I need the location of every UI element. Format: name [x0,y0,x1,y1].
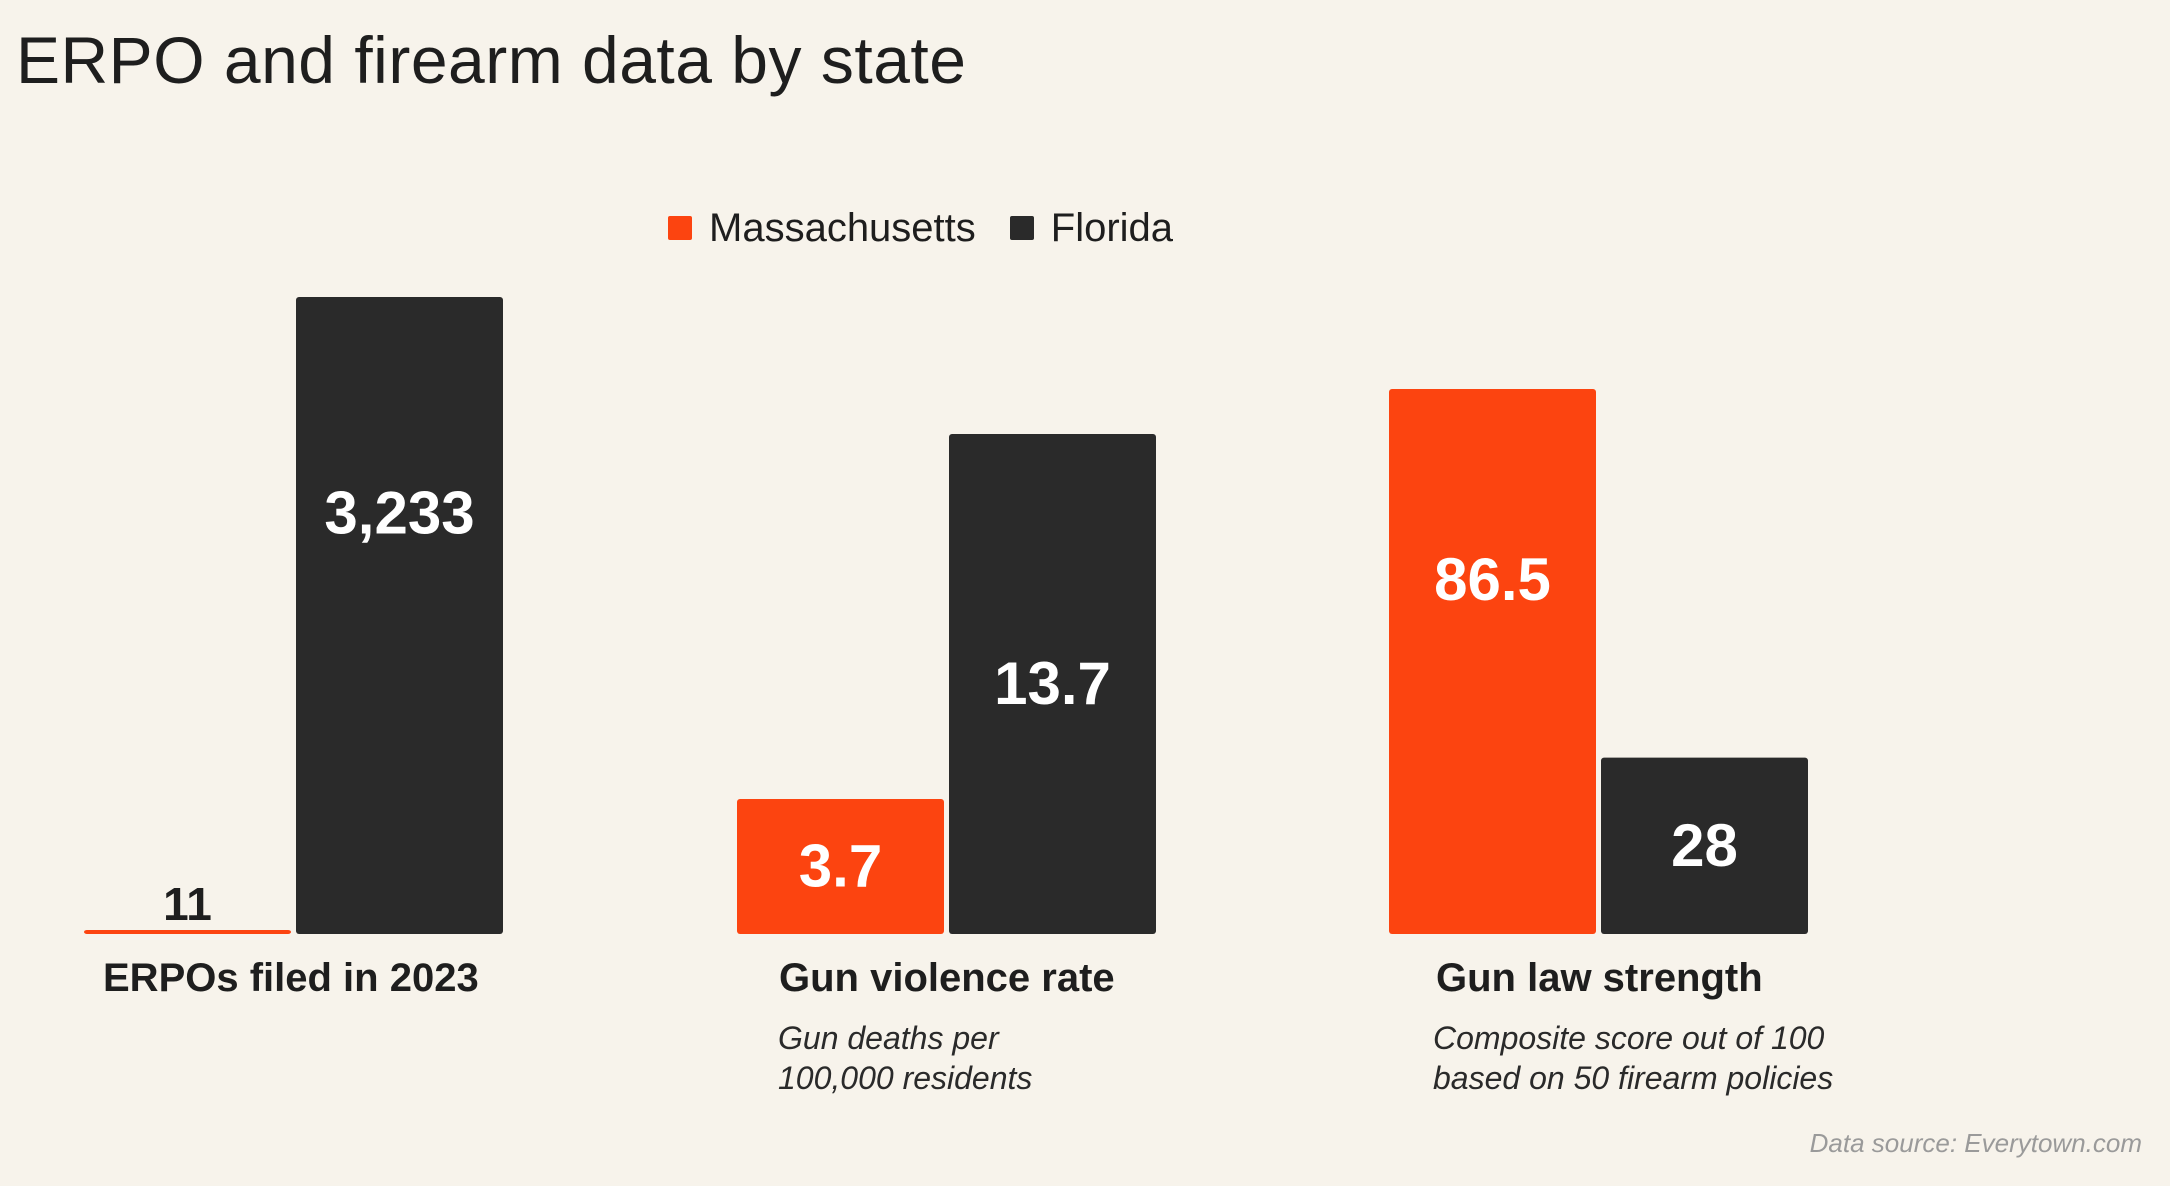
group-sub-gun-law-line1: Composite score out of 100 [1433,1020,1825,1056]
bar-label-gun-law-florida: 28 [1671,812,1738,879]
group-label-erpos: ERPOs filed in 2023 [103,956,479,1000]
group-sub-gun-violence-line1: Gun deaths per [778,1020,999,1056]
bar-gun-law-massachusetts [1389,389,1596,934]
legend-label-massachusetts: Massachusetts [709,205,976,250]
bar-label-erpos-florida: 3,233 [324,480,474,547]
legend: Massachusetts Florida [668,200,1207,256]
bar-label-gun-violence-massachusetts: 3.7 [799,832,882,899]
group-sub-gun-law-line2: based on 50 firearm policies [1433,1060,1834,1096]
bar-erpos-florida [296,297,503,934]
bar-erpos-massachusetts [84,930,291,934]
bar-gun-law-florida [1601,757,1808,934]
legend-item-florida: Florida [1009,205,1174,251]
group-sub-gun-law: Composite score out of 100 based on 50 f… [1433,1018,1833,1098]
data-source: Data source: Everytown.com [1809,1128,2142,1158]
bar-label-gun-violence-florida: 13.7 [994,650,1111,717]
chart-title: ERPO and firearm data by state [16,23,967,97]
bar-label-erpos-massachusetts: 11 [163,878,212,930]
bar-gun-violence-massachusetts [737,798,944,934]
group-sub-gun-violence: Gun deaths per 100,000 residents [778,1018,1032,1098]
legend-swatch-florida [1009,216,1034,240]
bar-gun-violence-florida [949,433,1156,934]
legend-swatch-massachusetts [668,216,692,240]
bar-label-gun-law-massachusetts: 86.5 [1434,546,1551,613]
legend-item-massachusetts: Massachusetts [668,206,976,251]
group-label-gun-law: Gun law strength [1436,956,1763,1000]
group-sub-gun-violence-line2: 100,000 residents [778,1060,1033,1096]
group-label-gun-violence: Gun violence rate [779,956,1115,1000]
legend-label-florida: Florida [1050,205,1174,250]
